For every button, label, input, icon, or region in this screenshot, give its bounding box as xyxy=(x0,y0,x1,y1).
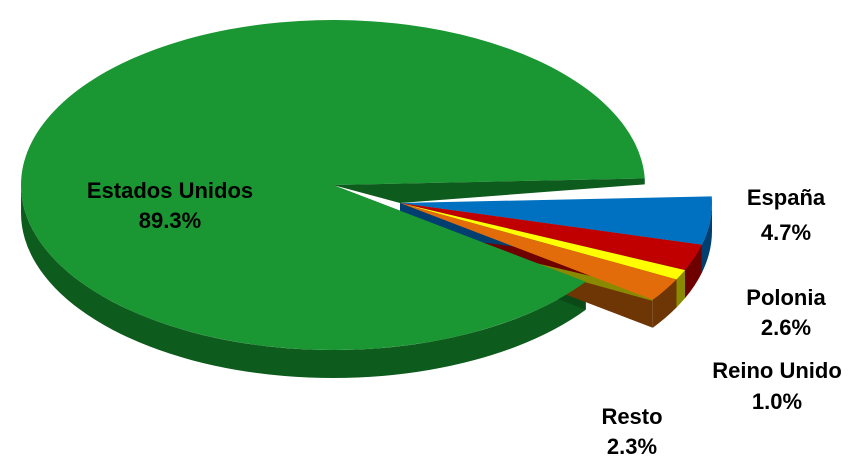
slice-side-estados-unidos xyxy=(20,185,586,379)
pie-top xyxy=(21,20,713,351)
slice-side-espana xyxy=(701,203,712,273)
slice-gap-shadow xyxy=(333,178,645,203)
slice-resto xyxy=(400,203,677,300)
label-polonia-value: 2.6% xyxy=(761,315,811,340)
label-reino-unido-name: Reino Unido xyxy=(712,358,842,383)
label-espana-value: 4.7% xyxy=(761,220,811,245)
label-estados-unidos-name: Estados Unidos xyxy=(87,178,253,203)
slice-espana xyxy=(400,196,713,245)
label-resto-value: 2.3% xyxy=(607,434,657,459)
label-resto-name: Resto xyxy=(601,404,662,429)
slice-side-reino-unido xyxy=(676,270,686,308)
slice-reino-unido xyxy=(400,203,686,280)
label-estados-unidos-value: 89.3% xyxy=(139,208,201,233)
slice-polonia xyxy=(400,203,702,271)
label-reino-unido-value: 1.0% xyxy=(752,389,802,414)
slice-estados-unidos xyxy=(21,20,645,351)
label-espana-name: España xyxy=(747,185,826,210)
slice-side-polonia xyxy=(685,244,702,299)
label-polonia-name: Polonia xyxy=(746,285,826,310)
slice-side-resto xyxy=(652,279,677,328)
